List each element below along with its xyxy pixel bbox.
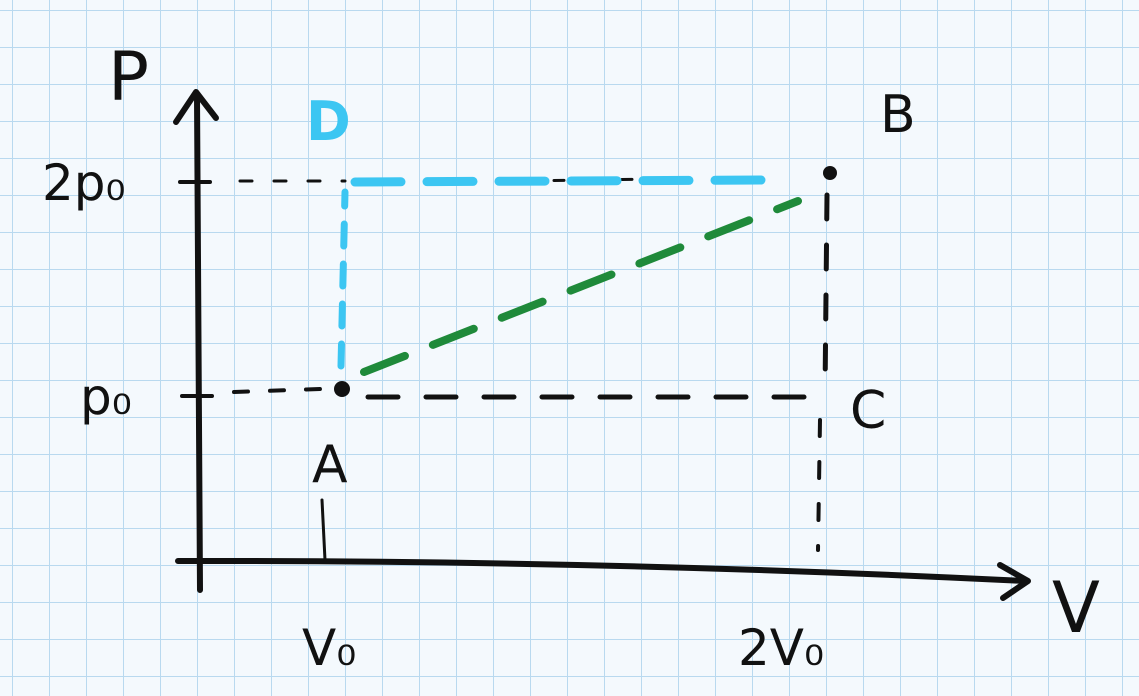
axes — [173, 89, 1031, 601]
tick-2p0-label: 2p₀ — [42, 154, 126, 212]
path-direct-a-to-b — [360, 197, 802, 376]
volume-axis — [175, 557, 1028, 584]
state-point-a — [334, 381, 350, 397]
guide-c-to-2v0 — [816, 418, 822, 552]
tick-v0-label: V₀ — [302, 619, 356, 677]
pressure-axis-label: P — [108, 38, 149, 117]
path-via-d — [337, 175, 777, 370]
label-point-b: B — [880, 85, 916, 145]
tick-p0-label: p₀ — [80, 368, 132, 426]
label-point-a: A — [312, 435, 348, 495]
pressure-axis — [194, 93, 203, 593]
blue-segment-d-to-b — [350, 175, 777, 187]
line-b-to-c — [822, 192, 830, 397]
label-point-d: D — [306, 90, 351, 153]
tick-2v0-label: 2V₀ — [738, 619, 824, 677]
blue-segment-a-to-d — [337, 188, 349, 370]
volume-axis-label: V — [1052, 567, 1100, 649]
guide-p0-to-a — [232, 387, 322, 394]
pressure-axis-arrowhead — [173, 89, 219, 125]
volume-axis-arrowhead — [997, 562, 1031, 601]
volume-ticks: V₀ 2V₀ — [302, 498, 824, 677]
tick-v0-mark — [320, 498, 327, 562]
pressure-ticks: 2p₀ p₀ — [42, 154, 214, 426]
state-point-b — [823, 166, 837, 180]
label-point-c: C — [850, 381, 886, 441]
